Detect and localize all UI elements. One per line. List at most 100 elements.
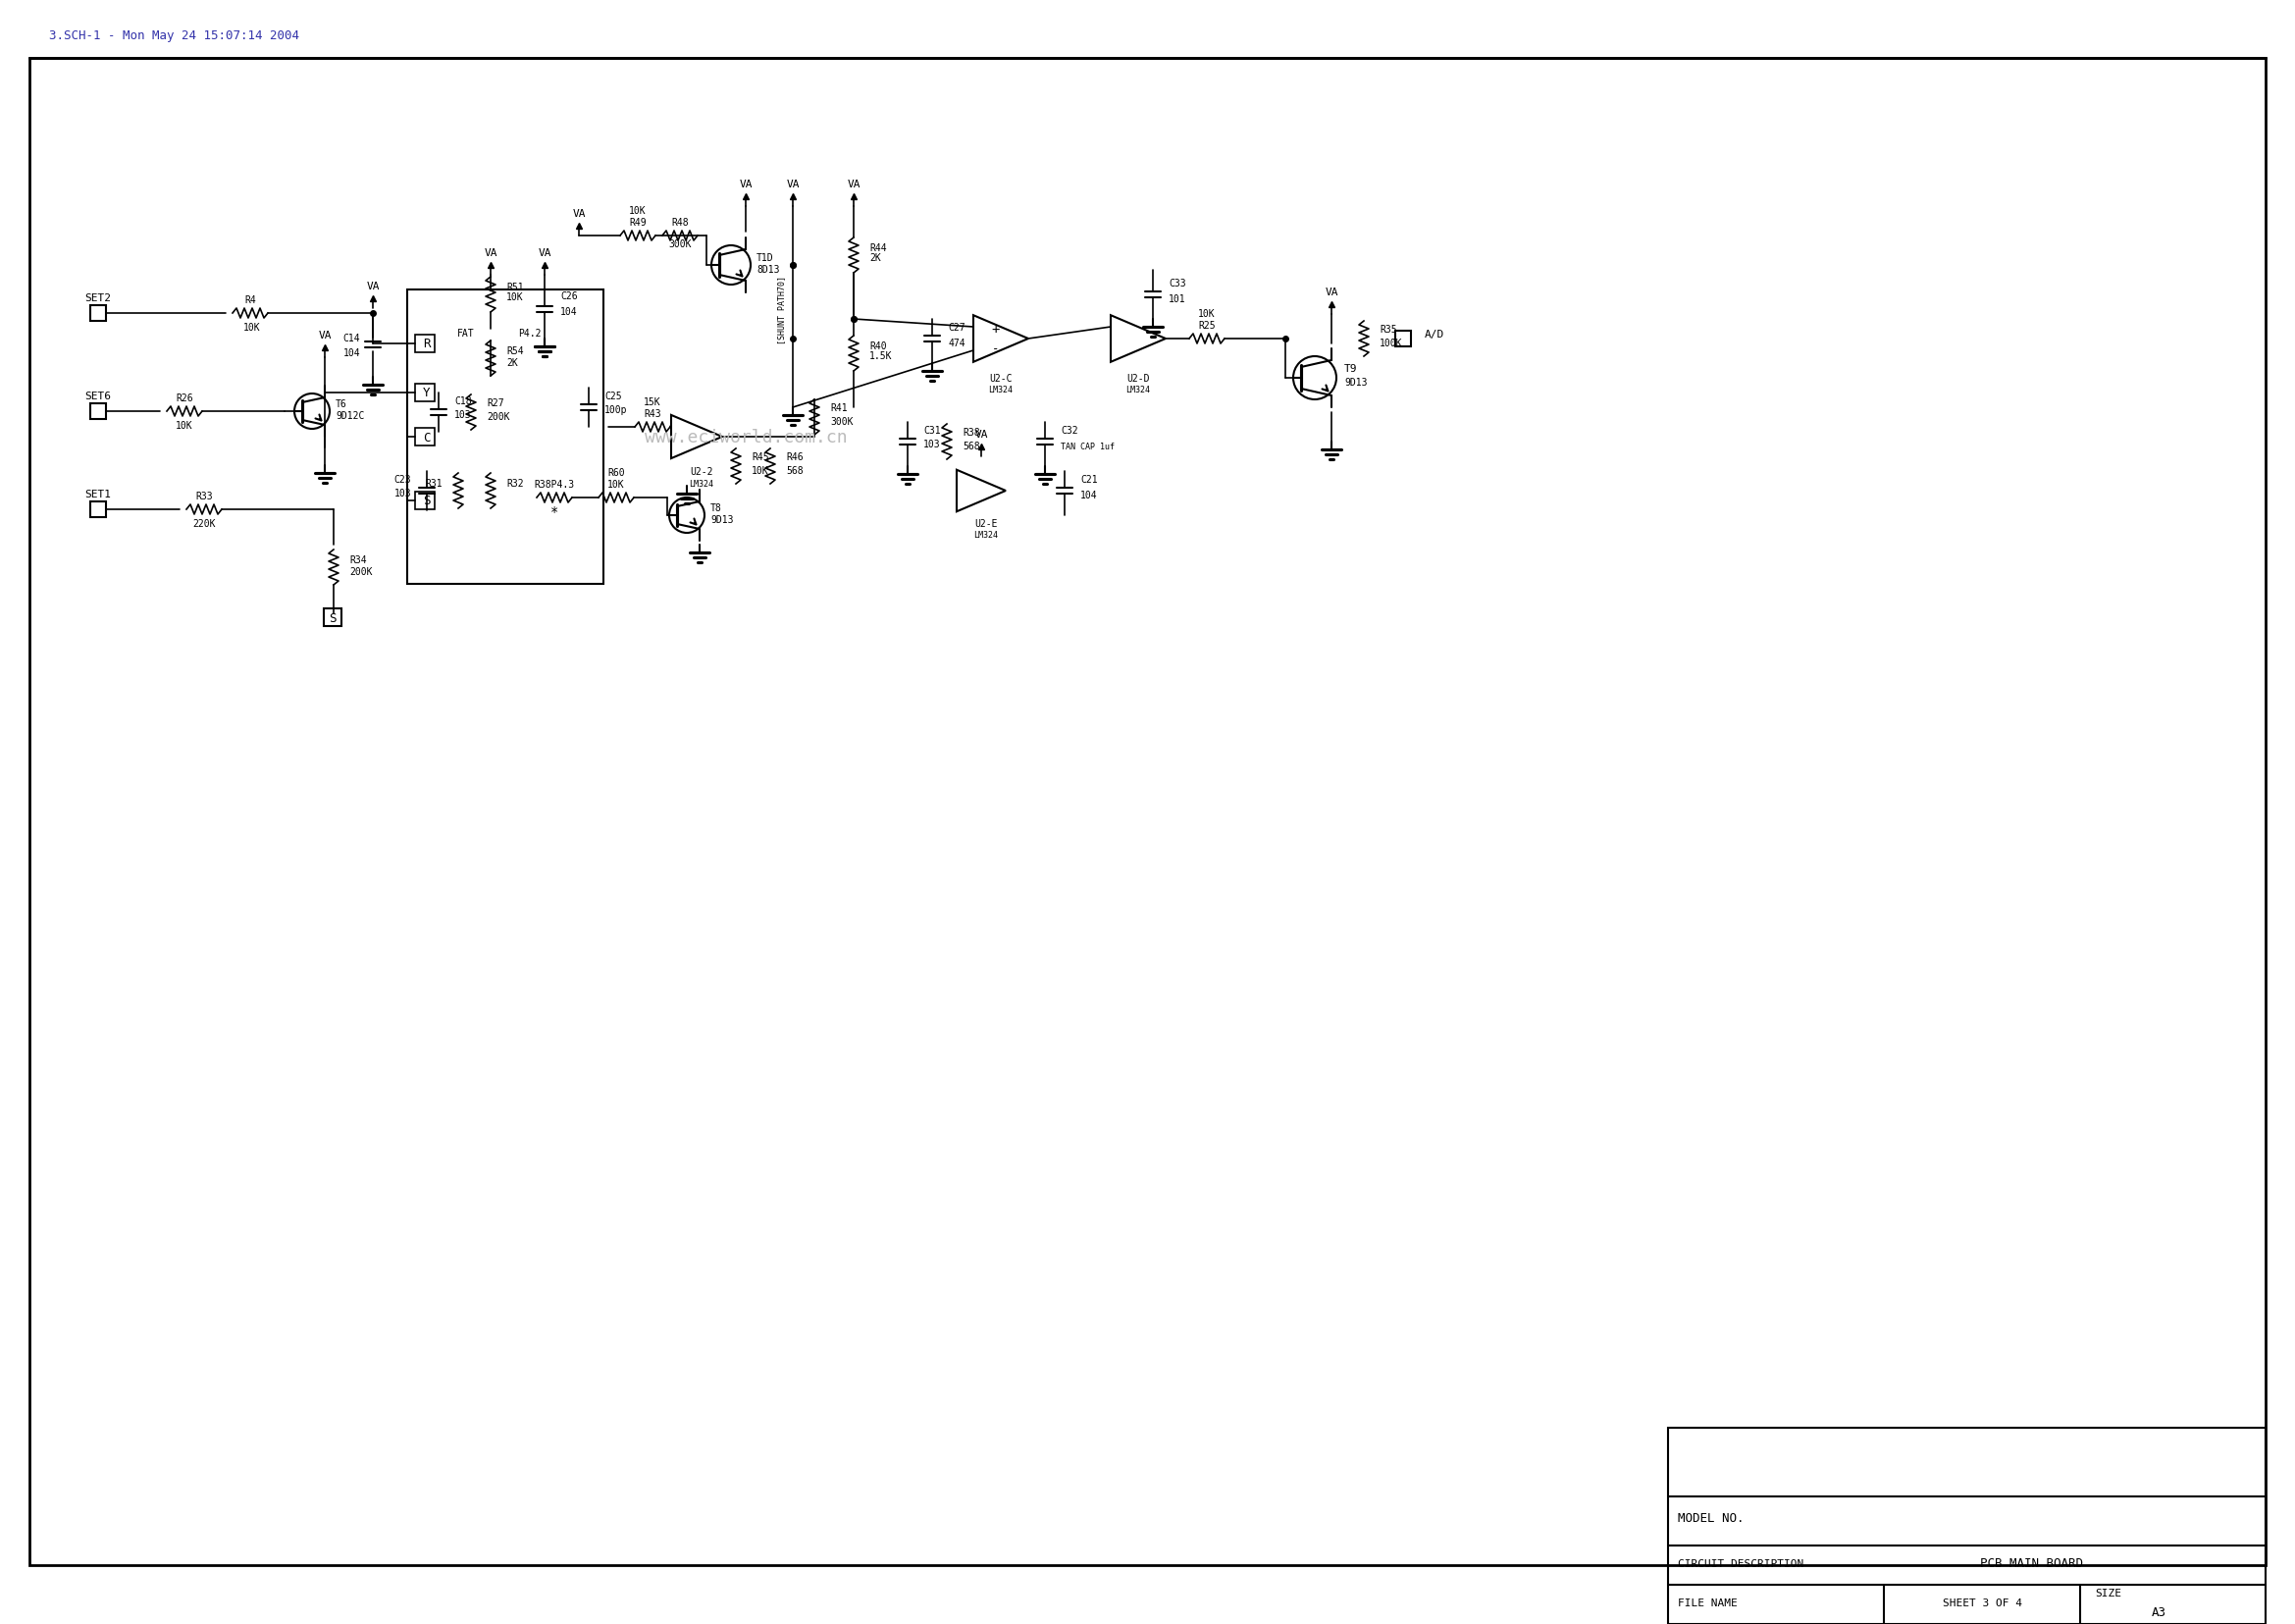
Text: SET6: SET6: [85, 391, 112, 401]
Text: R46: R46: [785, 451, 803, 461]
Text: VA: VA: [537, 248, 551, 258]
Text: LM324: LM324: [1127, 387, 1150, 395]
Text: R33: R33: [195, 492, 213, 502]
Text: SET1: SET1: [85, 489, 112, 499]
Text: R41: R41: [831, 403, 847, 412]
Text: 200K: 200K: [487, 412, 509, 422]
Text: R31: R31: [425, 479, 443, 489]
Text: 103: 103: [923, 440, 941, 450]
Text: U2-2: U2-2: [691, 466, 714, 476]
Text: 10K: 10K: [243, 323, 262, 333]
Text: LM324: LM324: [989, 387, 1012, 395]
Text: R48: R48: [672, 218, 688, 227]
Text: www.eciworld.com.cn: www.eciworld.com.cn: [645, 429, 847, 447]
Text: R26: R26: [177, 393, 193, 403]
Text: 10K: 10K: [1198, 309, 1216, 318]
Text: C18: C18: [454, 396, 470, 406]
Text: C26: C26: [560, 291, 578, 300]
Text: S: S: [328, 612, 337, 624]
Text: R34: R34: [349, 555, 367, 565]
Text: C14: C14: [342, 333, 360, 343]
Text: VA: VA: [847, 180, 861, 190]
Bar: [324, 609, 342, 627]
Text: TAN CAP 1uf: TAN CAP 1uf: [1060, 442, 1115, 450]
Text: 103: 103: [395, 489, 411, 499]
Text: +: +: [991, 323, 1001, 336]
Text: R4: R4: [246, 296, 257, 305]
Text: 104: 104: [342, 348, 360, 357]
Text: R35: R35: [1379, 325, 1398, 335]
Text: Y: Y: [422, 387, 431, 400]
Text: P4.2: P4.2: [519, 328, 542, 338]
Text: 10K: 10K: [750, 466, 769, 476]
Text: 100p: 100p: [604, 404, 627, 414]
Text: C33: C33: [1168, 278, 1187, 289]
Text: U2-E: U2-E: [975, 518, 998, 528]
Text: VA: VA: [739, 180, 753, 190]
Text: S: S: [422, 495, 431, 507]
Text: 10K: 10K: [507, 292, 523, 302]
Text: 9D12C: 9D12C: [335, 411, 365, 421]
Text: C31: C31: [923, 425, 941, 435]
Text: 300K: 300K: [831, 417, 854, 427]
Text: 104: 104: [1081, 490, 1097, 500]
Text: PCB MAIN BOARD: PCB MAIN BOARD: [1981, 1557, 2082, 1569]
Text: [SHUNT PATH70]: [SHUNT PATH70]: [778, 276, 787, 344]
Text: 568: 568: [962, 442, 980, 451]
Text: 10K: 10K: [608, 479, 624, 489]
Text: T1D: T1D: [757, 253, 773, 263]
Bar: [1395, 331, 1411, 348]
Text: R49: R49: [629, 218, 647, 227]
Text: 101: 101: [1168, 294, 1187, 304]
Text: 100K: 100K: [1379, 338, 1402, 348]
Text: 103: 103: [454, 409, 470, 419]
Bar: [90, 404, 106, 419]
Text: R38: R38: [962, 427, 980, 437]
Text: U2-C: U2-C: [989, 374, 1012, 383]
Text: C32: C32: [1060, 425, 1079, 435]
Text: VA: VA: [367, 281, 379, 291]
Text: FAT: FAT: [457, 328, 475, 338]
Text: A3: A3: [2150, 1606, 2166, 1619]
Bar: [415, 385, 434, 403]
Bar: [415, 336, 434, 352]
Text: SHEET 3 OF 4: SHEET 3 OF 4: [1942, 1598, 2022, 1608]
Text: CIRCUIT DESCRIPTION: CIRCUIT DESCRIPTION: [1678, 1559, 1804, 1569]
Text: VA: VA: [319, 331, 330, 341]
Text: VA: VA: [571, 209, 585, 219]
Text: VA: VA: [787, 180, 799, 190]
Text: 104: 104: [560, 307, 578, 317]
Text: T8: T8: [711, 503, 723, 513]
Text: A/D: A/D: [1425, 330, 1444, 339]
Text: R27: R27: [487, 398, 505, 408]
Bar: [1668, 1427, 2265, 1624]
Text: R54: R54: [507, 346, 523, 356]
Bar: [406, 291, 604, 585]
Text: 474: 474: [948, 338, 966, 348]
Text: FILE NAME: FILE NAME: [1678, 1598, 1737, 1608]
Text: 300K: 300K: [668, 239, 691, 248]
Text: SIZE: SIZE: [2095, 1588, 2121, 1598]
Text: U2-D: U2-D: [1127, 374, 1150, 383]
Text: 10K: 10K: [629, 206, 647, 216]
Text: 9D13: 9D13: [1345, 377, 1368, 388]
Text: R38P4.3: R38P4.3: [535, 479, 574, 489]
Text: VA: VA: [484, 248, 498, 258]
Text: *: *: [551, 505, 558, 518]
Text: T6: T6: [335, 400, 347, 409]
Text: 2K: 2K: [507, 357, 519, 367]
Text: R44: R44: [870, 244, 886, 253]
Text: C21: C21: [1081, 474, 1097, 484]
Text: R40: R40: [870, 341, 886, 351]
Text: R43: R43: [645, 409, 661, 419]
Text: R45: R45: [750, 451, 769, 461]
Text: 2K: 2K: [870, 253, 881, 263]
Bar: [415, 429, 434, 447]
Text: C27: C27: [948, 323, 966, 333]
Text: R60: R60: [608, 468, 624, 477]
Bar: [90, 502, 106, 518]
Text: SET2: SET2: [85, 294, 112, 304]
Bar: [90, 305, 106, 322]
Text: LM324: LM324: [973, 529, 998, 539]
Text: 8D13: 8D13: [757, 265, 780, 274]
